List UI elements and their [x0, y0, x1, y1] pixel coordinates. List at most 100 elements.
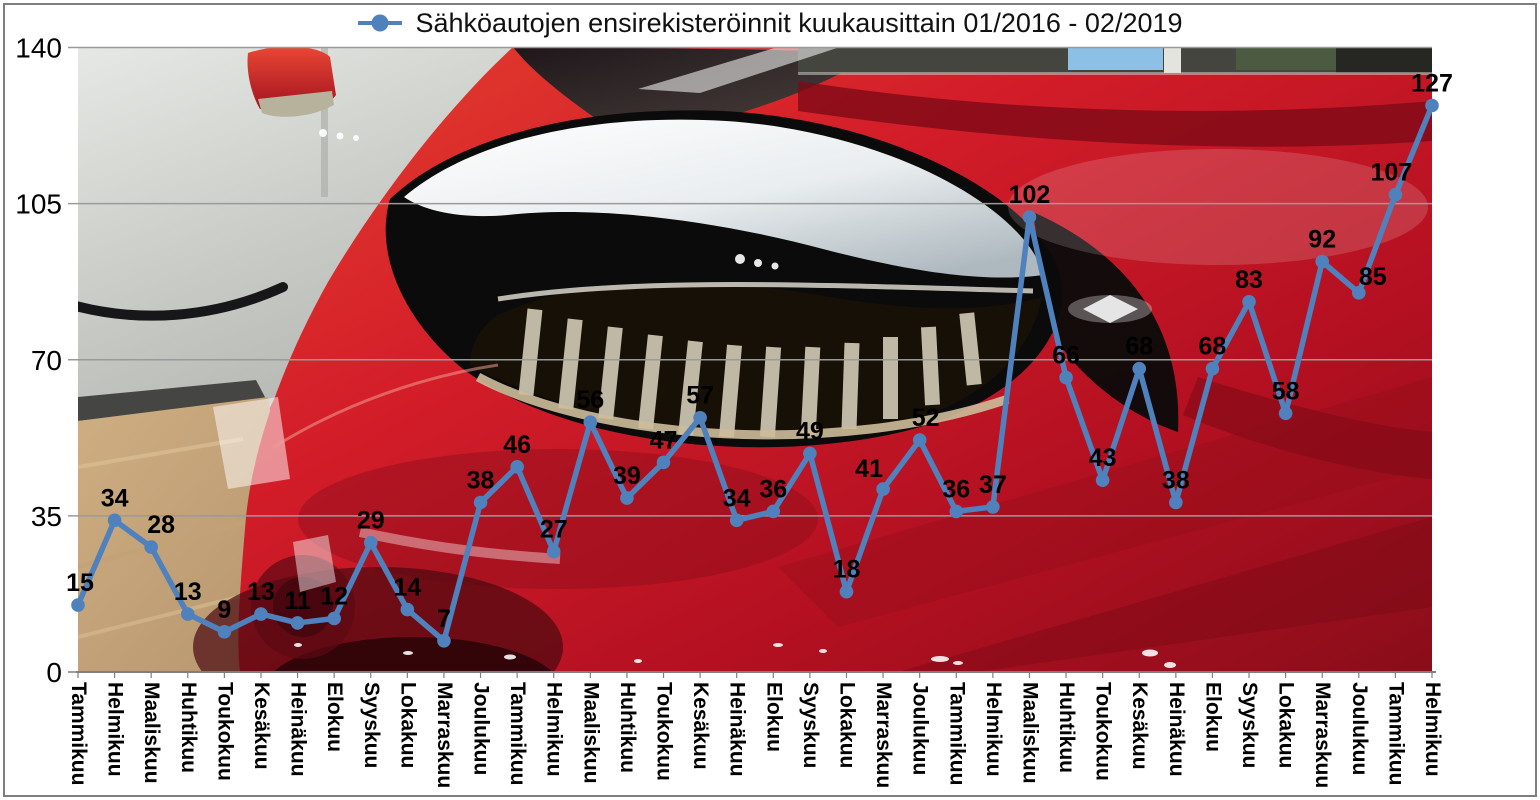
data-point	[546, 544, 561, 559]
data-label: 38	[1162, 466, 1190, 494]
x-tick-label: Elokuu	[1201, 682, 1224, 752]
x-tick-label: Huhtikuu	[177, 682, 200, 773]
data-label: 12	[320, 582, 348, 610]
data-point	[1352, 286, 1366, 300]
x-tick-label: Syyskuu	[360, 682, 383, 768]
data-point	[1095, 473, 1110, 487]
data-label: 57	[686, 382, 714, 410]
x-tick-label: Heinäkuu	[726, 682, 749, 777]
data-point	[1425, 98, 1439, 113]
data-label: 34	[101, 484, 129, 512]
data-point	[876, 482, 890, 496]
data-point	[400, 602, 415, 617]
data-point	[327, 611, 341, 626]
data-label: 7	[437, 605, 451, 633]
data-point	[839, 584, 854, 599]
y-tick-label: 105	[15, 189, 62, 220]
x-tick-label: Lokakuu	[835, 682, 858, 768]
data-label: 9	[217, 596, 231, 624]
data-point	[620, 491, 634, 505]
data-point	[656, 455, 671, 470]
data-label: 85	[1359, 263, 1387, 291]
x-tick-label: Joulukuu	[470, 682, 493, 775]
data-point	[693, 410, 707, 425]
x-tick-label: Helmikuu	[1421, 682, 1444, 777]
data-label: 56	[576, 386, 604, 414]
data-point	[949, 504, 964, 519]
data-label: 29	[357, 507, 385, 535]
data-point	[766, 504, 781, 519]
data-label: 36	[759, 475, 787, 503]
series-line	[75, 102, 1435, 644]
data-label: 127	[1411, 69, 1453, 97]
x-tick-label: Helmikuu	[982, 682, 1005, 777]
data-point	[729, 513, 744, 528]
data-label: 46	[503, 431, 531, 459]
x-tick-label: Elokuu	[323, 682, 346, 752]
x-tick-label: Tammikuu	[1384, 682, 1407, 785]
x-tick-label: Marraskuu	[872, 682, 895, 788]
x-tick-label: Lokakuu	[1275, 682, 1298, 768]
data-label: 68	[1125, 333, 1153, 361]
data-point	[254, 607, 268, 621]
x-tick-label: Tammikuu	[67, 682, 90, 785]
x-tick-label: Tammikuu	[945, 682, 968, 785]
data-label: 102	[1009, 181, 1051, 209]
data-point	[1059, 370, 1073, 385]
x-tick-label: Toukokuu	[653, 682, 676, 781]
data-point	[144, 540, 158, 554]
data-point	[1315, 254, 1330, 269]
data-point	[1388, 187, 1403, 202]
data-point	[1278, 406, 1293, 421]
data-point	[1205, 361, 1220, 376]
x-tick-label: Kesäkuu	[1128, 682, 1151, 770]
legend-marker-icon	[358, 14, 403, 32]
x-tick-label: Syyskuu	[1238, 682, 1261, 768]
data-label: 47	[650, 426, 678, 454]
data-point	[437, 633, 451, 648]
data-label: 13	[247, 578, 275, 606]
x-tick-label: Huhtikuu	[616, 682, 639, 773]
x-tick-label: Toukokuu	[1092, 682, 1115, 781]
data-label: 27	[540, 516, 568, 544]
data-point	[1242, 294, 1256, 309]
x-tick-label: Helmikuu	[104, 682, 127, 777]
data-point	[363, 535, 378, 550]
data-label: 34	[723, 484, 751, 512]
y-tick-label: 0	[46, 657, 62, 688]
data-label: 58	[1272, 377, 1300, 405]
x-tick-label: Maaliskuu	[579, 682, 602, 784]
x-tick-label: Toukokuu	[213, 682, 236, 781]
chart-title-row: Sähköautojen ensirekisteröinnit kuukausi…	[0, 5, 1540, 41]
data-label: 11	[284, 587, 311, 615]
x-tick-label: Lokakuu	[396, 682, 419, 768]
x-tick-label: Marraskuu	[1311, 682, 1334, 788]
x-tick-label: Maaliskuu	[140, 682, 163, 784]
data-point	[473, 495, 488, 510]
data-label: 28	[147, 511, 175, 539]
x-tick-label: Kesäkuu	[250, 682, 273, 770]
x-tick-label: Maaliskuu	[1018, 682, 1041, 784]
data-point	[107, 513, 122, 528]
data-point	[1132, 361, 1147, 376]
chart-title: Sähköautojen ensirekisteröinnit kuukausi…	[415, 7, 1183, 38]
data-label: 49	[796, 417, 824, 445]
data-label: 107	[1371, 159, 1413, 187]
data-point	[71, 598, 85, 612]
data-label: 83	[1235, 266, 1263, 294]
data-label: 14	[393, 574, 421, 602]
x-tick-label: Heinäkuu	[287, 682, 310, 777]
data-label: 37	[979, 471, 1007, 499]
data-label: 38	[467, 466, 495, 494]
data-point	[217, 625, 232, 639]
data-point	[180, 607, 195, 621]
x-tick-label: Heinäkuu	[1165, 682, 1188, 777]
x-tick-label: Joulukuu	[1348, 682, 1371, 775]
data-point	[1169, 495, 1183, 510]
x-tick-label: Helmikuu	[543, 682, 566, 777]
y-tick-label: 70	[31, 345, 62, 376]
data-label: 66	[1052, 342, 1080, 370]
data-label: 18	[833, 556, 861, 584]
